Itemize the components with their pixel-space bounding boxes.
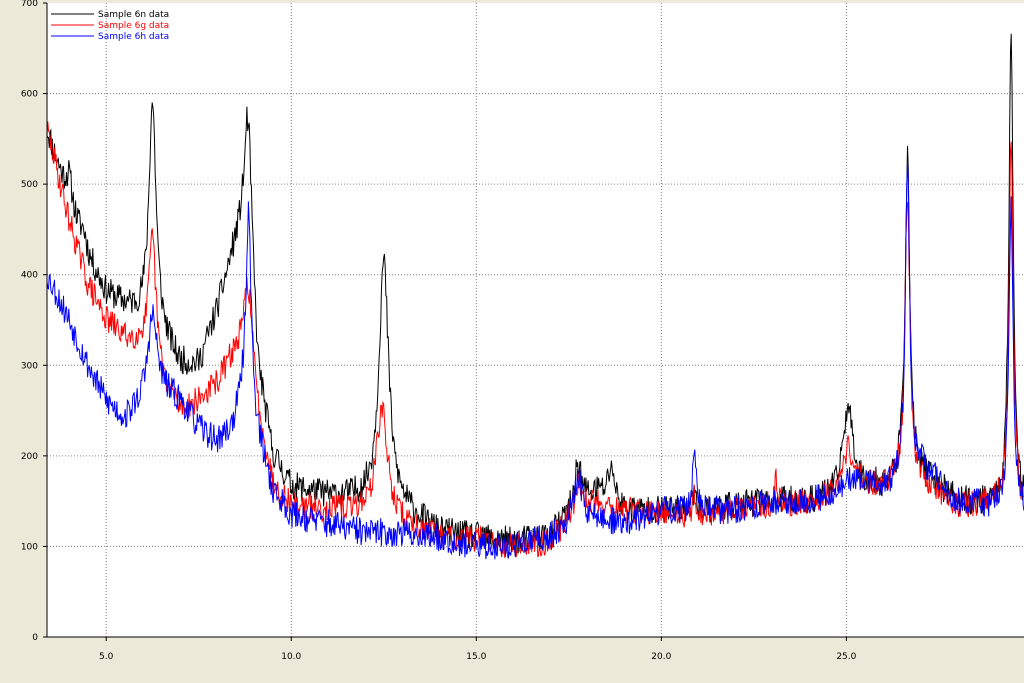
y-tick-label: 0 xyxy=(32,633,38,643)
x-tick-label: 5.0 xyxy=(99,652,114,662)
y-tick-label: 200 xyxy=(21,452,38,462)
axes xyxy=(46,3,1024,638)
x-ticks: 5.0 10.0 15.0 20.0 25.0 xyxy=(99,637,857,662)
series-line-1 xyxy=(46,121,1024,559)
x-tick-label: 10.0 xyxy=(281,652,301,662)
y-tick-label: 600 xyxy=(21,90,38,100)
y-tick-label: 300 xyxy=(21,361,38,371)
x-tick-label: 15.0 xyxy=(466,652,486,662)
series-line-2 xyxy=(46,161,1024,560)
y-tick-label: 100 xyxy=(21,542,38,552)
y-ticks: 0 100 200 300 400 500 600 700 xyxy=(21,0,47,643)
legend-label-6h: Sample 6h data xyxy=(98,32,169,42)
y-tick-label: 700 xyxy=(21,0,38,9)
legend-label-6g: Sample 6g data xyxy=(98,21,169,31)
legend-label-6n: Sample 6n data xyxy=(98,10,169,20)
x-tick-label: 25.0 xyxy=(836,652,856,662)
y-tick-label: 400 xyxy=(21,271,38,281)
legend: Sample 6n data Sample 6g data Sample 6h … xyxy=(51,10,169,42)
grid xyxy=(47,3,1024,637)
x-tick-label: 20.0 xyxy=(651,652,671,662)
y-tick-label: 500 xyxy=(21,180,38,190)
series-lines xyxy=(46,33,1024,560)
